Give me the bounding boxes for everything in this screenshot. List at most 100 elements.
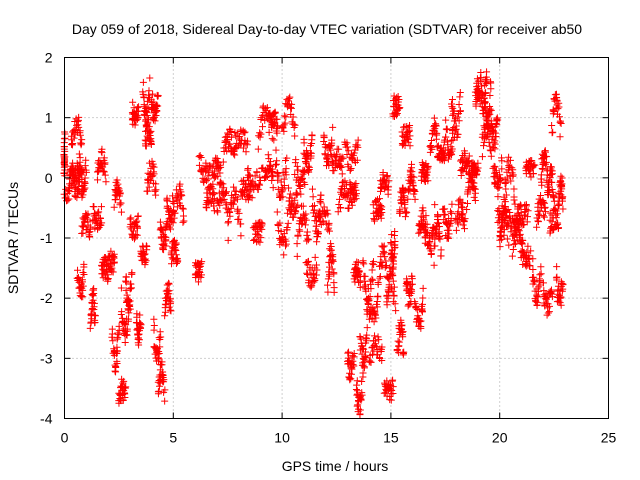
data-point bbox=[209, 189, 217, 197]
data-point bbox=[378, 357, 386, 365]
data-point bbox=[391, 250, 399, 258]
data-point bbox=[227, 133, 235, 141]
data-point bbox=[330, 167, 338, 175]
data-point bbox=[292, 208, 300, 216]
data-point bbox=[427, 137, 435, 145]
data-point bbox=[289, 113, 297, 121]
data-point bbox=[390, 292, 398, 300]
data-point bbox=[129, 227, 137, 235]
data-point bbox=[107, 247, 115, 255]
data-point bbox=[155, 355, 163, 363]
data-point bbox=[471, 197, 479, 205]
data-point bbox=[156, 343, 164, 351]
data-point bbox=[119, 396, 127, 404]
data-point bbox=[161, 386, 169, 394]
data-point bbox=[385, 177, 393, 185]
data-point bbox=[115, 190, 123, 198]
chart-title: Day 059 of 2018, Sidereal Day-to-day VTE… bbox=[72, 21, 582, 37]
data-point bbox=[461, 225, 469, 233]
data-point bbox=[217, 179, 225, 187]
data-point bbox=[540, 213, 548, 221]
data-point bbox=[555, 200, 563, 208]
data-point bbox=[390, 283, 398, 291]
data-point bbox=[102, 178, 110, 186]
data-point bbox=[500, 193, 508, 201]
data-point bbox=[377, 214, 385, 222]
data-point bbox=[283, 154, 291, 162]
data-point bbox=[368, 266, 376, 274]
data-point bbox=[101, 171, 109, 179]
x-tick-label: 15 bbox=[383, 430, 399, 446]
data-point bbox=[297, 190, 305, 198]
data-point bbox=[202, 203, 210, 211]
data-point bbox=[122, 331, 130, 339]
data-point bbox=[75, 123, 83, 131]
data-point bbox=[166, 295, 174, 303]
data-point bbox=[144, 176, 152, 184]
data-point bbox=[353, 258, 361, 266]
data-point bbox=[401, 200, 409, 208]
data-point bbox=[115, 185, 123, 193]
data-point bbox=[305, 276, 313, 284]
data-point bbox=[223, 147, 231, 155]
data-point bbox=[133, 310, 141, 318]
data-point bbox=[74, 116, 82, 124]
data-point bbox=[460, 154, 468, 162]
data-point bbox=[232, 191, 240, 199]
data-point bbox=[431, 242, 439, 250]
data-point bbox=[95, 208, 103, 216]
data-point bbox=[458, 203, 466, 211]
data-point bbox=[372, 314, 380, 322]
data-point bbox=[529, 266, 537, 274]
data-point bbox=[163, 196, 171, 204]
data-point bbox=[405, 135, 413, 143]
data-point bbox=[308, 282, 316, 290]
data-point bbox=[239, 144, 247, 152]
data-point bbox=[510, 185, 518, 193]
data-point bbox=[258, 220, 266, 228]
data-point bbox=[273, 115, 281, 123]
data-point bbox=[391, 227, 399, 235]
data-point bbox=[156, 382, 164, 390]
data-point bbox=[165, 303, 173, 311]
data-point bbox=[490, 128, 498, 136]
data-point bbox=[217, 197, 225, 205]
data-point bbox=[395, 342, 403, 350]
data-point bbox=[541, 148, 549, 156]
data-point bbox=[304, 236, 312, 244]
data-point bbox=[555, 113, 563, 121]
y-axis-label: SDTVAR / TECUs bbox=[5, 182, 21, 294]
data-point bbox=[253, 231, 261, 239]
data-point bbox=[143, 243, 151, 251]
data-point bbox=[343, 139, 351, 147]
data-point bbox=[486, 91, 494, 99]
data-point bbox=[367, 303, 375, 311]
data-point bbox=[471, 185, 479, 193]
data-point bbox=[149, 90, 157, 98]
data-point bbox=[492, 169, 500, 177]
data-point bbox=[337, 164, 345, 172]
data-point bbox=[213, 207, 221, 215]
data-point bbox=[379, 169, 387, 177]
data-point bbox=[359, 344, 367, 352]
data-point bbox=[470, 179, 478, 187]
data-point bbox=[372, 337, 380, 345]
data-point bbox=[335, 200, 343, 208]
data-point bbox=[481, 81, 489, 89]
data-point bbox=[450, 107, 458, 115]
data-point bbox=[307, 283, 315, 291]
data-point bbox=[505, 153, 513, 161]
data-point bbox=[198, 258, 206, 266]
data-point bbox=[509, 218, 517, 226]
data-point bbox=[511, 200, 519, 208]
data-point bbox=[203, 198, 211, 206]
data-point bbox=[269, 184, 277, 192]
data-point bbox=[548, 178, 556, 186]
data-point bbox=[145, 123, 153, 131]
data-point bbox=[487, 152, 495, 160]
data-point bbox=[128, 269, 136, 277]
data-point bbox=[78, 136, 86, 144]
data-point bbox=[447, 217, 455, 225]
data-point bbox=[552, 90, 560, 98]
data-point bbox=[395, 338, 403, 346]
